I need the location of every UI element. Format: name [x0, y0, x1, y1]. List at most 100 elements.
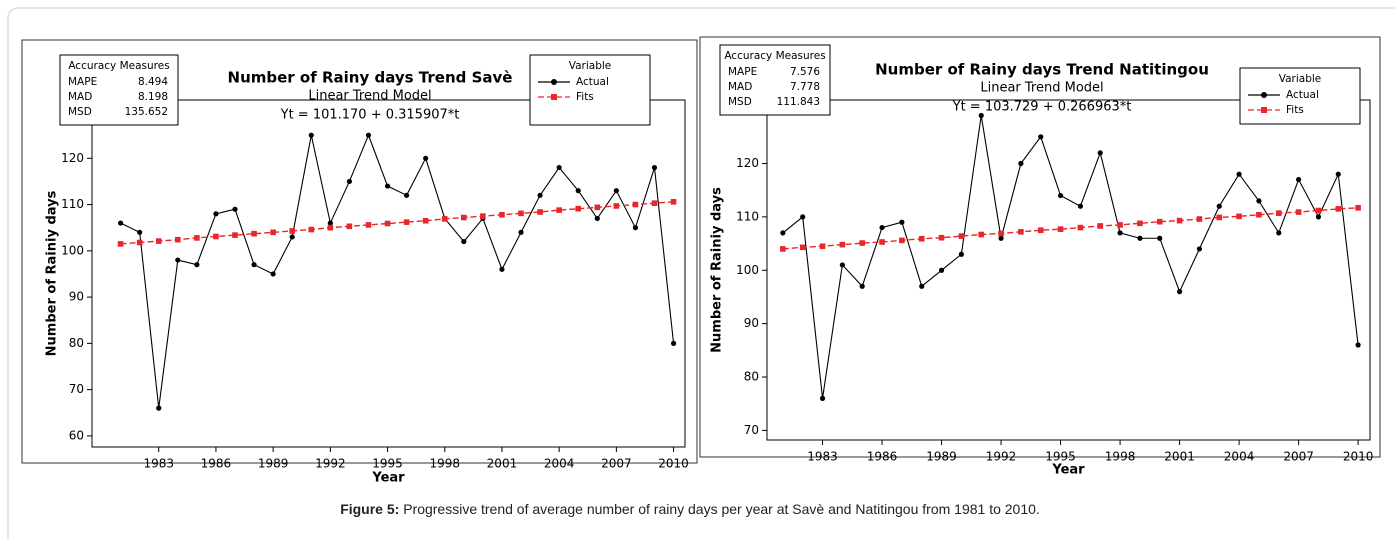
data-point: [575, 205, 582, 212]
caption: Figure 5: Progressive trend of average n…: [340, 501, 1040, 517]
legend-label: Fits: [1286, 104, 1304, 116]
data-point: [175, 257, 181, 263]
data-point: [156, 405, 162, 411]
series-line: [782, 115, 1359, 399]
y-tick-label: 90: [744, 316, 759, 330]
data-point: [518, 210, 524, 217]
data-point: [632, 225, 639, 231]
data-point: [213, 211, 219, 217]
plot-frame: [766, 99, 1371, 441]
data-point: [1156, 218, 1163, 225]
data-point: [480, 213, 486, 219]
data-point: [879, 224, 885, 231]
series-line: [120, 133, 675, 409]
data-point: [1037, 227, 1044, 234]
accuracy-name: MAPE: [68, 76, 97, 88]
data-point: [1137, 235, 1143, 241]
data-point: [289, 228, 296, 234]
data-point: [613, 203, 620, 209]
data-point: [1097, 223, 1104, 229]
x-tick-label: 1983: [143, 457, 174, 471]
data-point: [670, 198, 677, 205]
x-tick-label: 1986: [201, 457, 232, 471]
y-tick-label: 70: [744, 423, 759, 437]
x-tick-label: 2010: [1343, 450, 1374, 464]
data-point: [251, 262, 257, 268]
x-tick-label: 1989: [258, 457, 289, 471]
data-point: [1117, 222, 1123, 228]
data-point: [1077, 203, 1084, 209]
series-line: [782, 207, 1359, 250]
data-point: [1018, 160, 1024, 167]
x-tick-label: 2001: [487, 457, 518, 471]
data-point: [1275, 210, 1282, 216]
data-point: [346, 178, 353, 185]
x-tick-label: 1983: [807, 450, 838, 464]
plot-frame: [91, 99, 686, 448]
data-point: [289, 234, 295, 240]
data-point: [1216, 214, 1223, 221]
y-tick-label: 100: [736, 263, 759, 277]
data-point: [1295, 176, 1302, 183]
data-point: [155, 238, 162, 244]
data-point: [118, 220, 124, 226]
chart-title: Number of Rainy days Trend Savè: [228, 69, 513, 87]
data-point: [136, 239, 143, 246]
series-line: [120, 201, 674, 245]
data-point: [423, 155, 429, 161]
data-point: [194, 235, 200, 241]
x-axis-label: Year: [371, 471, 405, 486]
data-point: [918, 235, 925, 242]
accuracy-name: MSD: [68, 106, 92, 118]
data-point: [919, 283, 925, 289]
y-tick-label: 70: [69, 382, 84, 396]
x-axis-label: Year: [1051, 463, 1085, 478]
data-point: [1315, 207, 1322, 214]
equation: Yt = 103.729 + 0.266963*t: [952, 100, 1132, 115]
data-point: [251, 230, 257, 237]
data-point: [1018, 229, 1024, 235]
data-point: [839, 262, 845, 268]
x-tick-label: 2004: [544, 457, 575, 471]
data-point: [958, 233, 965, 239]
data-point: [213, 233, 219, 240]
data-point: [978, 112, 984, 119]
data-point: [859, 283, 865, 289]
x-tick-label: 1998: [429, 457, 460, 471]
y-tick-label: 120: [61, 151, 84, 165]
accuracy-value: 135.652: [125, 106, 168, 118]
data-point: [978, 231, 985, 238]
data-point: [1196, 216, 1203, 222]
data-point: [270, 271, 276, 277]
accuracy-value: 8.494: [138, 76, 168, 88]
y-tick-label: 110: [736, 209, 759, 223]
data-point: [117, 241, 124, 247]
data-point: [1077, 224, 1084, 231]
data-point: [1315, 214, 1322, 220]
x-tick-label: 1992: [986, 450, 1017, 464]
legend-marker: [551, 79, 557, 85]
data-point: [499, 211, 505, 218]
y-axis-label: Number of Rainiy days: [710, 187, 725, 353]
data-point: [998, 230, 1004, 237]
data-point: [1176, 217, 1183, 224]
accuracy-value: 7.778: [790, 81, 820, 93]
data-point: [518, 229, 524, 235]
panel: [699, 36, 1381, 458]
data-point: [819, 243, 826, 250]
data-point: [899, 219, 905, 225]
data-point: [1117, 230, 1123, 236]
accuracy-name: MAPE: [728, 66, 757, 78]
x-tick-label: 1995: [372, 457, 403, 471]
data-point: [799, 244, 806, 251]
data-point: [575, 188, 581, 194]
data-point: [175, 236, 181, 243]
accuracy-value: 8.198: [138, 91, 168, 103]
data-point: [1176, 289, 1183, 295]
data-point: [1295, 209, 1302, 215]
panel: [21, 39, 698, 464]
data-point: [670, 340, 677, 346]
x-tick-label: 1995: [1045, 450, 1076, 464]
data-point: [556, 207, 562, 213]
data-point: [1196, 246, 1203, 252]
